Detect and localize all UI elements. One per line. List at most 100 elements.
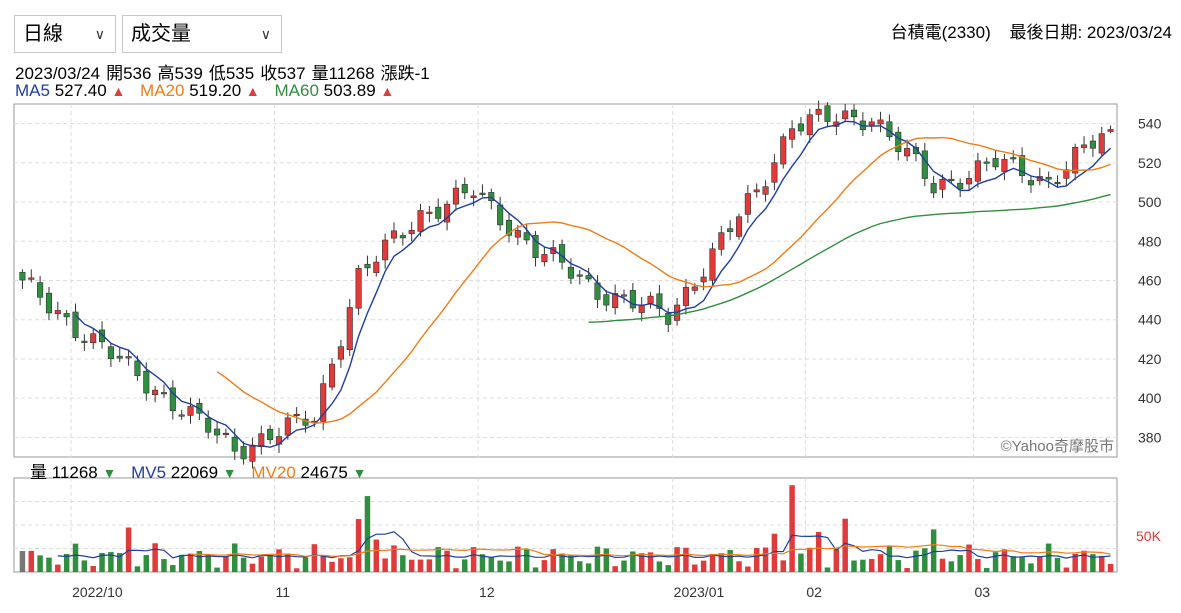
volume-bar <box>108 552 114 572</box>
ohlc-open: 開536 <box>106 64 152 83</box>
candle-body <box>355 268 362 309</box>
volume-bar <box>700 560 707 572</box>
volume-value: 11268 <box>51 463 98 482</box>
volume-bar <box>90 566 96 572</box>
volume-bar <box>46 557 52 572</box>
watermark: ©Yahoo奇摩股市 <box>1001 437 1114 455</box>
candle-body <box>187 406 194 416</box>
volume-bar <box>408 559 415 572</box>
volume-bar <box>391 545 397 572</box>
candle-body <box>479 192 486 195</box>
candle-body <box>559 244 566 263</box>
price-tick-label: 520 <box>1138 155 1162 171</box>
volume-bar <box>373 539 380 572</box>
volume-bar <box>1001 549 1008 572</box>
ohlc-close: 收537 <box>260 64 306 83</box>
candle-body <box>877 119 884 125</box>
candle-body <box>895 131 902 153</box>
volume-bar <box>170 565 176 572</box>
volume-label: 量 <box>30 463 47 482</box>
volume-bar <box>886 545 893 572</box>
stock-name: 台積電(2330) <box>890 23 991 42</box>
candle-body <box>541 254 548 263</box>
stock-header: 台積電(2330) 最後日期: 2023/03/24 <box>891 18 1172 43</box>
mv5-label: MV5 <box>131 463 167 482</box>
volume-bar <box>718 553 725 572</box>
volume-bar <box>603 548 610 572</box>
candle-body <box>532 234 539 258</box>
candle-body <box>753 189 760 193</box>
volume-bar <box>656 561 663 572</box>
volume-bar <box>435 547 441 572</box>
price-tick-label: 480 <box>1138 233 1162 249</box>
candle-body <box>329 363 336 388</box>
volume-bar <box>338 558 344 572</box>
candle-body <box>337 346 344 360</box>
volume-bar <box>125 527 132 572</box>
volume-bar <box>824 567 831 572</box>
volume-bar <box>683 547 689 572</box>
volume-bar <box>1081 550 1087 572</box>
price-tick-label: 380 <box>1138 429 1162 445</box>
candle-body <box>231 436 238 452</box>
volume-bar <box>311 544 318 572</box>
candle-body <box>797 123 804 132</box>
volume-bar <box>470 547 477 572</box>
candle-body <box>921 150 928 179</box>
ma20-legend: MA20 519.20 ▲ <box>140 81 260 100</box>
indicator-select[interactable]: 成交量 ∨ <box>122 15 282 53</box>
ohlc-high: 高539 <box>157 64 203 83</box>
volume-bar <box>1107 563 1114 572</box>
candle-body <box>735 216 743 237</box>
price-tick-label: 420 <box>1138 351 1162 367</box>
candle-body <box>965 178 973 185</box>
candle-body <box>364 263 371 269</box>
candle-body <box>54 310 61 315</box>
ma20-line <box>216 136 1111 424</box>
volume-bar <box>444 550 450 572</box>
candle-body <box>116 355 123 359</box>
volume-bar <box>709 553 716 572</box>
period-select[interactable]: 日線 ∨ <box>14 15 116 53</box>
candle-body <box>346 307 353 351</box>
volume-bar <box>63 554 70 572</box>
volume-bar <box>196 551 203 572</box>
x-tick-label: 02 <box>806 584 822 600</box>
chevron-down-icon: ∨ <box>94 26 105 42</box>
volume-bar <box>417 559 424 572</box>
volume-bar <box>453 568 459 572</box>
candle-body <box>691 286 698 291</box>
candle-body <box>948 178 955 181</box>
candle-body <box>815 108 822 115</box>
mv5-legend: MV5 22069 ▼ <box>131 463 237 482</box>
volume-bar <box>134 566 141 572</box>
volume-bar <box>293 568 300 572</box>
mv20-legend: MV20 24675 ▼ <box>251 463 366 482</box>
ma20-label: MA20 <box>140 81 185 100</box>
volume-bar <box>116 553 123 572</box>
candle-body <box>620 294 628 297</box>
candle-body <box>576 274 583 277</box>
volume-bar <box>736 561 742 572</box>
period-select-value: 日線 <box>23 23 63 45</box>
candle-body <box>850 109 858 118</box>
candle-body <box>160 392 168 395</box>
volume-bar <box>515 546 521 572</box>
ma60-label: MA60 <box>274 81 319 100</box>
candle-body <box>1072 146 1079 174</box>
ma60-value: 503.89 <box>323 81 376 100</box>
volume-bar <box>1090 554 1096 572</box>
candle-body <box>1080 144 1088 148</box>
candle-body <box>868 121 875 126</box>
candle-body <box>612 293 619 309</box>
volume-bar <box>780 560 786 572</box>
candle-body <box>550 247 557 254</box>
volume-bar <box>939 558 946 572</box>
candle-body <box>514 230 521 238</box>
x-tick-label: 2022/10 <box>72 584 123 600</box>
candle-body <box>470 195 477 199</box>
volume-bar <box>37 555 43 572</box>
candle-body <box>267 428 274 441</box>
volume-bar <box>1010 556 1017 572</box>
